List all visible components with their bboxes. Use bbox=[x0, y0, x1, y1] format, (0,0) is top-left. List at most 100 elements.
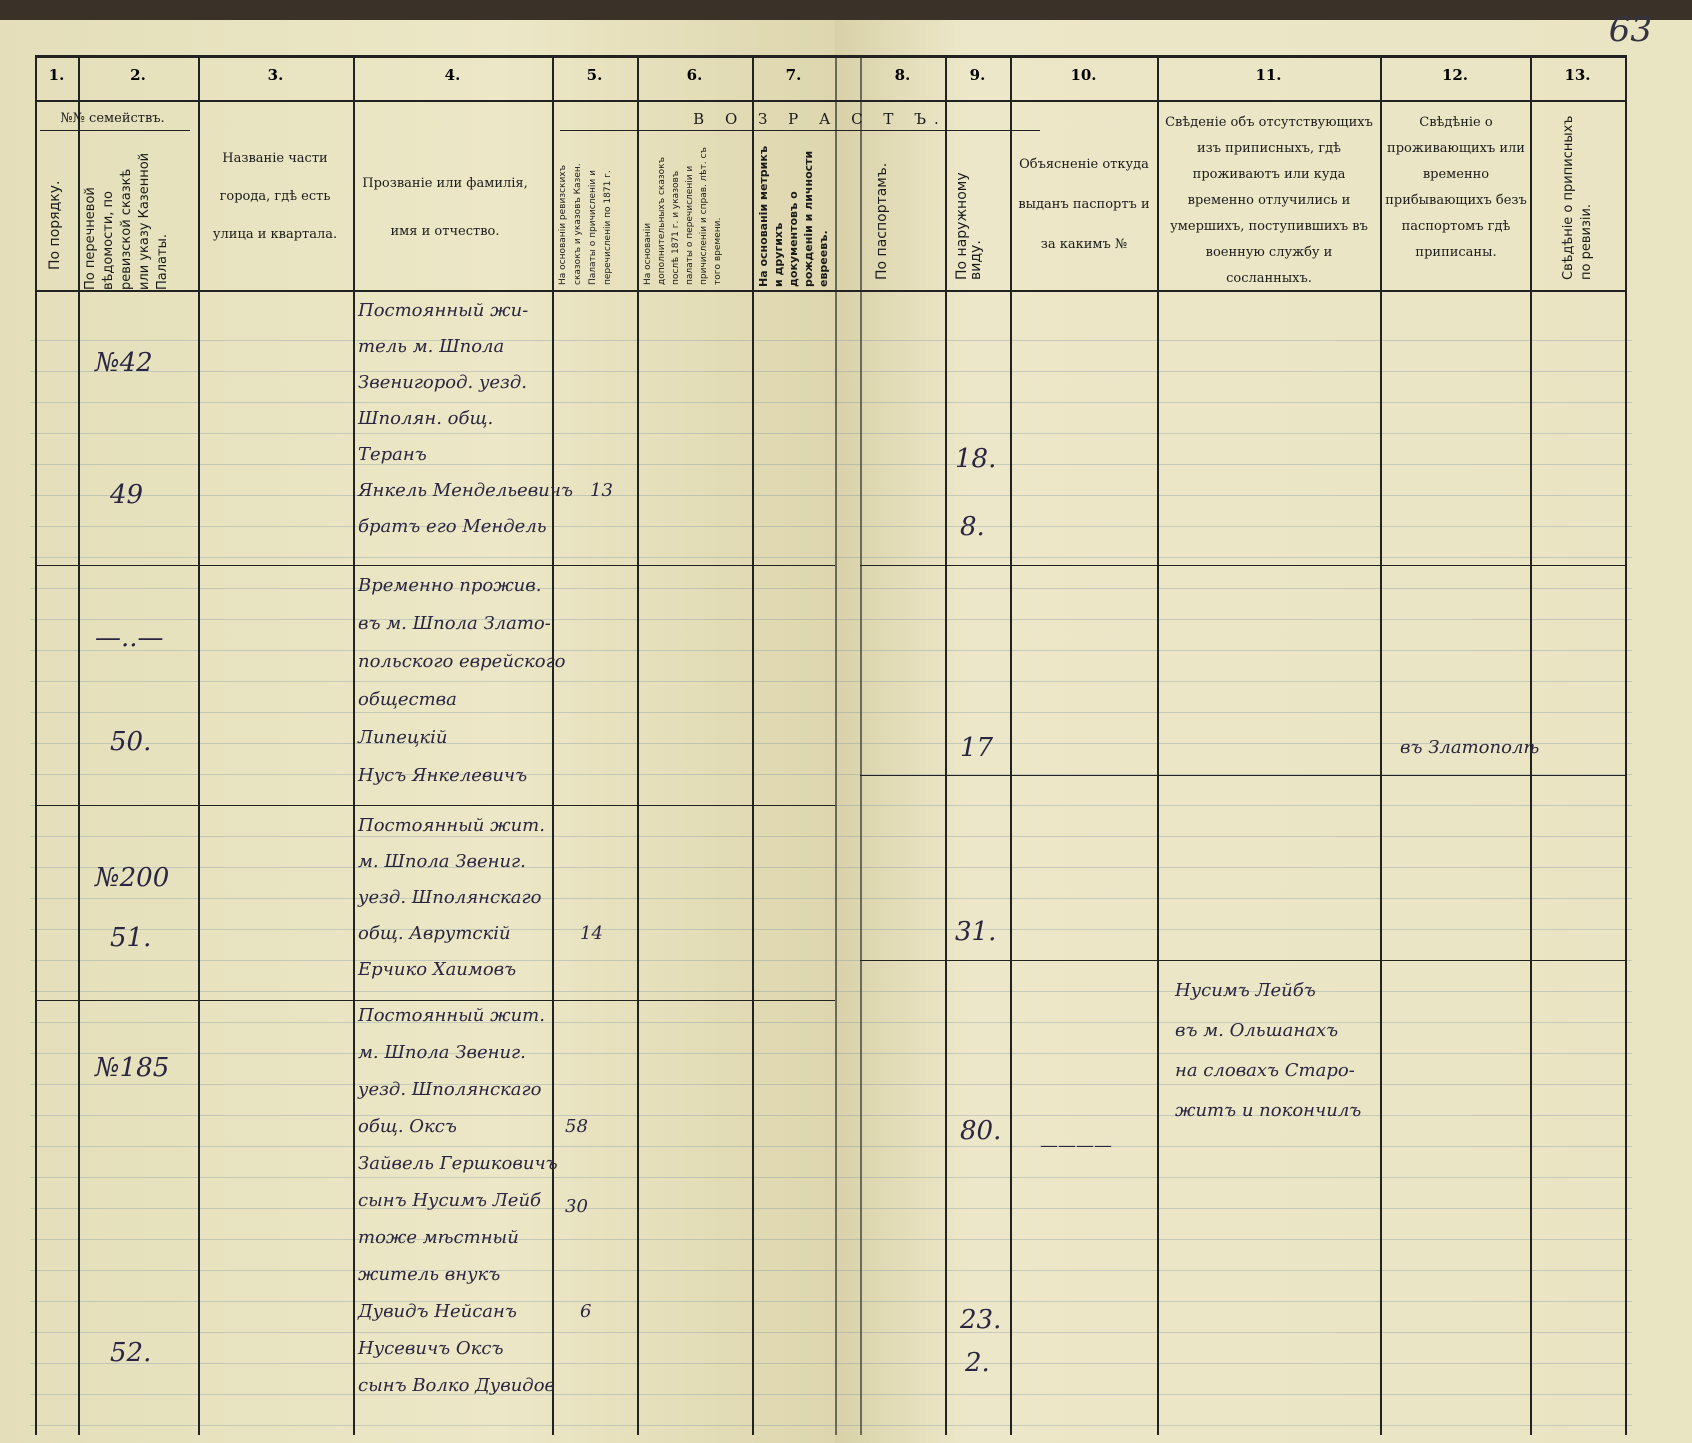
families-subrule bbox=[40, 130, 190, 131]
column-number: 6. bbox=[686, 66, 703, 84]
header-c10: Объясненіе откуда выданъ паспортъ и за к… bbox=[1018, 157, 1150, 252]
header-c2: По перечневой вѣдомости, по ревизской ск… bbox=[83, 152, 170, 290]
column-number: 8. bbox=[894, 66, 911, 84]
entry-age-appearance: 80. bbox=[960, 1116, 1002, 1146]
column-rule bbox=[835, 55, 837, 1435]
column-rule bbox=[198, 55, 200, 1435]
column-number: 2. bbox=[130, 66, 146, 84]
entry-name-line: уезд. Шполянскаго bbox=[358, 1079, 542, 1100]
age-subrule bbox=[560, 130, 1040, 131]
entry-name-line: Ерчико Хаимовъ bbox=[358, 959, 517, 980]
entry-name-line: Нусевичъ Оксъ bbox=[358, 1338, 504, 1359]
age-group-header: В О З Р А С Т Ъ. bbox=[693, 110, 947, 128]
column-rule bbox=[35, 55, 37, 1435]
entry-name-line: сынъ Волко Дувидов bbox=[358, 1375, 556, 1396]
entry-age-appearance: 2. bbox=[965, 1348, 990, 1378]
entry-rule bbox=[35, 565, 835, 566]
entry-passport-dash: ———— bbox=[1040, 1135, 1112, 1156]
header-c7: На основаніи метрикъ и другихъ документо… bbox=[757, 145, 830, 287]
entry-order-number: 49 bbox=[110, 480, 144, 510]
header-c9: По наружному виду. bbox=[955, 172, 983, 280]
entry-age-appearance: 18. bbox=[955, 444, 997, 474]
entry-rule bbox=[35, 805, 835, 806]
ruled-lines bbox=[835, 310, 1632, 1440]
families-group-header: №№ семействъ. bbox=[60, 111, 165, 126]
entry-name-line: Дувидъ Нейсанъ bbox=[358, 1301, 517, 1322]
entry-name-line: общ. Аврутскій bbox=[358, 923, 511, 944]
column-rule bbox=[1530, 55, 1532, 1435]
entry-registered-place: въ Златополѣ bbox=[1400, 737, 1540, 758]
column-number: 13. bbox=[1564, 66, 1591, 84]
entry-name-line: Постоянный жит. bbox=[358, 815, 545, 836]
entry-name-line: Зайвель Гершковичъ bbox=[358, 1153, 558, 1174]
entry-rule bbox=[860, 565, 1625, 566]
entry-absence-note: на словахъ Старо- bbox=[1175, 1060, 1355, 1081]
entry-name-line: м. Шпола Звениг. bbox=[358, 851, 526, 872]
header-c4: Прозваніе или фамилія, имя и отчество. bbox=[362, 176, 528, 239]
entry-rule bbox=[860, 775, 1625, 776]
column-rule bbox=[945, 55, 947, 1435]
header-c8: По паспортамъ. bbox=[875, 162, 889, 280]
entry-name-line: Постоянный жи- bbox=[358, 300, 529, 321]
entry-revision-number: —..— bbox=[95, 623, 164, 653]
column-number: 12. bbox=[1441, 66, 1469, 84]
column-rule bbox=[1157, 55, 1159, 1435]
entry-age-appearance: 8. bbox=[960, 512, 985, 542]
entry-name-line: братъ его Мендель bbox=[358, 516, 547, 537]
entry-absence-note: въ м. Ольшанахъ bbox=[1175, 1020, 1339, 1041]
column-rule bbox=[752, 55, 754, 1435]
header-bottom-rule bbox=[35, 290, 1625, 292]
entry-name-line: уезд. Шполянскаго bbox=[358, 887, 542, 908]
column-number: 9. bbox=[969, 66, 986, 84]
header-c11: Свѣденіе объ отсутствующихъ изъ приписны… bbox=[1165, 115, 1373, 286]
column-rule bbox=[1010, 55, 1012, 1435]
entry-age-revision: 6 bbox=[580, 1301, 592, 1322]
entry-age-revision: 13 bbox=[590, 480, 613, 501]
entry-name-line: общества bbox=[358, 689, 457, 710]
column-rule bbox=[552, 55, 554, 1435]
header-c1: По порядку. bbox=[48, 180, 62, 270]
ruled-lines bbox=[30, 310, 835, 1440]
entry-age-revision: 30 bbox=[565, 1196, 588, 1217]
header-c6: На основаніи дополнительныхъ сказокъ пос… bbox=[643, 147, 723, 285]
column-rule bbox=[78, 55, 80, 1435]
entry-name-line: Временно прожив. bbox=[358, 575, 542, 596]
entry-name-line: Липецкій bbox=[358, 727, 448, 748]
entry-name-line: общ. Оксъ bbox=[358, 1116, 457, 1137]
page-number: 63 bbox=[1608, 10, 1652, 50]
entry-name-line: тель м. Шпола bbox=[358, 336, 505, 357]
column-number: 3. bbox=[267, 66, 284, 84]
header-c12: Свѣдѣніе о проживающихъ или временно при… bbox=[1385, 115, 1527, 260]
entry-rule bbox=[35, 1000, 835, 1001]
column-number: 1. bbox=[48, 66, 65, 84]
entry-rule bbox=[860, 960, 1625, 961]
entry-revision-number: №200 bbox=[95, 863, 170, 893]
column-rule bbox=[1380, 55, 1382, 1435]
entry-name-line: Теранъ bbox=[358, 444, 427, 465]
column-rule bbox=[637, 55, 639, 1435]
entry-name-line: м. Шпола Звениг. bbox=[358, 1042, 526, 1063]
entry-absence-note: Нусимъ Лейбъ bbox=[1175, 980, 1316, 1001]
entry-name-line: Звенигород. уезд. bbox=[358, 372, 527, 393]
entry-name-line: польского еврейского bbox=[358, 651, 566, 672]
entry-name-line: тоже мѣстный bbox=[358, 1227, 519, 1248]
entry-age-revision: 58 bbox=[565, 1116, 588, 1137]
header-c3: Названіе части города, гдѣ есть улица и … bbox=[212, 151, 338, 242]
entry-age-appearance: 23. bbox=[960, 1305, 1002, 1335]
column-rule bbox=[1625, 55, 1627, 1435]
entry-name-line: сынъ Нусимъ Лейб bbox=[358, 1190, 542, 1211]
entry-order-number: 52. bbox=[110, 1338, 152, 1368]
entry-name-line: житель внукъ bbox=[358, 1264, 501, 1285]
column-number: 10. bbox=[1070, 66, 1097, 84]
header-c13: Свѣдѣніе о приписныхъ по ревизіи. bbox=[1561, 115, 1594, 280]
entry-name-line: въ м. Шпола Злато- bbox=[358, 613, 551, 634]
entry-name-line: Шполян. общ. bbox=[358, 408, 494, 429]
entry-order-number: 51. bbox=[110, 923, 152, 953]
entry-age-appearance: 31. bbox=[955, 917, 997, 947]
column-number: 11. bbox=[1255, 66, 1282, 84]
entry-age-appearance: 17 bbox=[960, 733, 994, 763]
entry-age-revision: 14 bbox=[580, 923, 603, 944]
entry-absence-note: житъ и покончилъ bbox=[1175, 1100, 1362, 1121]
column-number: 4. bbox=[444, 66, 461, 84]
number-row-rule bbox=[35, 100, 1625, 102]
